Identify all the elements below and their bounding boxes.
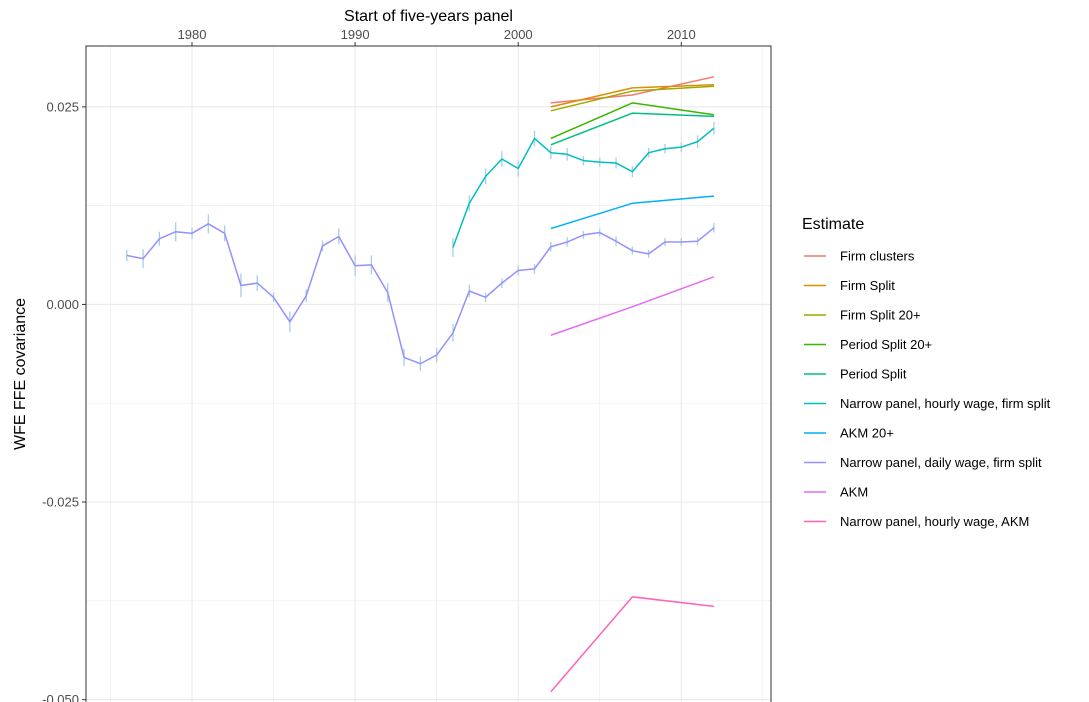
legend-label: AKM [840, 485, 868, 500]
x-tick-label: 2000 [504, 27, 533, 42]
y-tick-label: 0.000 [46, 297, 79, 312]
series-5 [452, 121, 715, 258]
series-7 [126, 214, 715, 371]
legend-label: Narrow panel, hourly wage, firm split [840, 396, 1051, 411]
series-line [452, 127, 715, 248]
y-axis-title: WFE FFE covariance [12, 298, 29, 450]
series-line [550, 195, 714, 230]
x-tick-label: 2010 [667, 27, 696, 42]
legend-label: Period Split [840, 367, 907, 382]
series-line [550, 112, 714, 146]
legend-label: Narrow panel, daily wage, firm split [840, 455, 1042, 470]
legend-label: Firm Split 20+ [840, 308, 921, 323]
legend-label: Narrow panel, hourly wage, AKM [840, 514, 1029, 529]
panel-border [85, 45, 772, 702]
series-line [550, 102, 715, 140]
y-tick-label: 0.025 [46, 99, 79, 114]
y-tick-label: -0.050 [42, 692, 79, 702]
series-8 [550, 276, 715, 336]
legend-label: AKM 20+ [840, 426, 894, 441]
series-2 [550, 85, 714, 112]
series-line [126, 223, 715, 365]
x-tick-label: 1980 [178, 27, 207, 42]
series-3 [550, 102, 715, 140]
legend-label: Firm Split [840, 278, 895, 293]
series-line [550, 276, 715, 336]
legend: Estimate Firm clusters Firm Split Firm Spl… [802, 216, 1051, 529]
series-9 [550, 596, 715, 693]
legend-label: Period Split 20+ [840, 337, 932, 352]
series-4 [550, 112, 714, 146]
x-axis: 1980 1990 2000 2010 [178, 27, 696, 46]
series-line [550, 596, 715, 693]
series-line [550, 83, 714, 108]
grid-lines [86, 46, 771, 702]
y-tick-label: -0.025 [42, 495, 79, 510]
y-axis: 0.025 0.000 -0.025 -0.050 [42, 99, 86, 702]
series-line [550, 85, 714, 112]
x-axis-title: Start of five-years panel [344, 8, 513, 25]
series-6 [550, 195, 714, 230]
legend-title: Estimate [802, 216, 864, 233]
series-1 [550, 83, 714, 108]
legend-label: Firm clusters [840, 249, 915, 264]
x-tick-label: 1990 [341, 27, 370, 42]
series-layer [126, 76, 715, 693]
